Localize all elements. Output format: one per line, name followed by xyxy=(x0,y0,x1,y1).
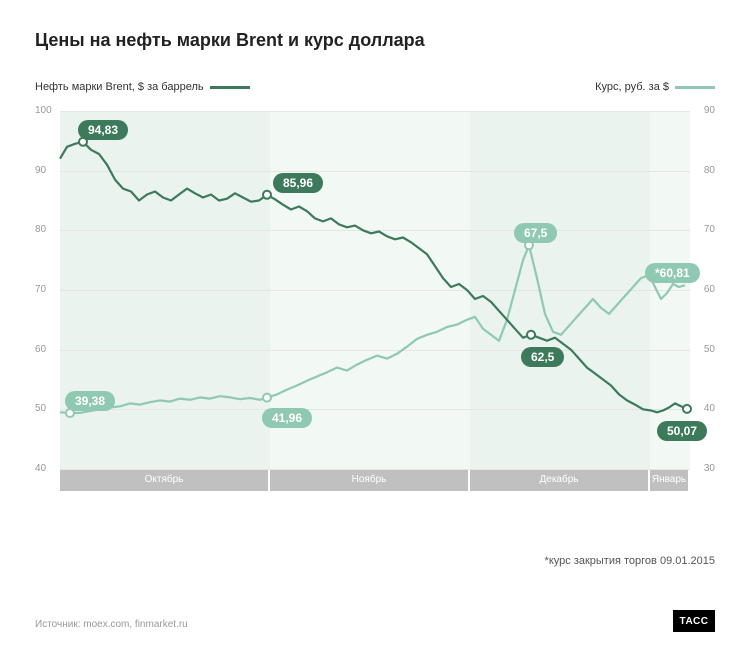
callout-label: 41,96 xyxy=(262,408,312,428)
legend-usd-label: Курс, руб. за $ xyxy=(595,81,669,93)
callout-label: 62,5 xyxy=(521,347,564,367)
callout-label: 67,5 xyxy=(514,223,557,243)
chart-svg xyxy=(35,111,715,491)
callout-label: 50,07 xyxy=(657,421,707,441)
legend-brent-swatch xyxy=(210,86,250,89)
legend: Нефть марки Brent, $ за баррель Курс, ру… xyxy=(35,81,715,93)
legend-brent: Нефть марки Brent, $ за баррель xyxy=(35,81,250,93)
source-text: Источник: moex.com, finmarket.ru xyxy=(35,619,188,630)
callout-label: 94,83 xyxy=(78,120,128,140)
chart-title: Цены на нефть марки Brent и курс доллара xyxy=(35,30,715,51)
legend-usd: Курс, руб. за $ xyxy=(595,81,715,93)
callout-label: 85,96 xyxy=(273,173,323,193)
legend-brent-label: Нефть марки Brent, $ за баррель xyxy=(35,81,204,93)
callout-label: *60,81 xyxy=(645,263,700,283)
footnote: *курс закрытия торгов 09.01.2015 xyxy=(545,555,715,567)
legend-usd-swatch xyxy=(675,86,715,89)
chart-area: ОктябрьНоябрьДекабрьЯнварь40305040605070… xyxy=(35,111,715,491)
tass-logo: ТАСС xyxy=(673,610,715,632)
callout-label: 39,38 xyxy=(65,391,115,411)
